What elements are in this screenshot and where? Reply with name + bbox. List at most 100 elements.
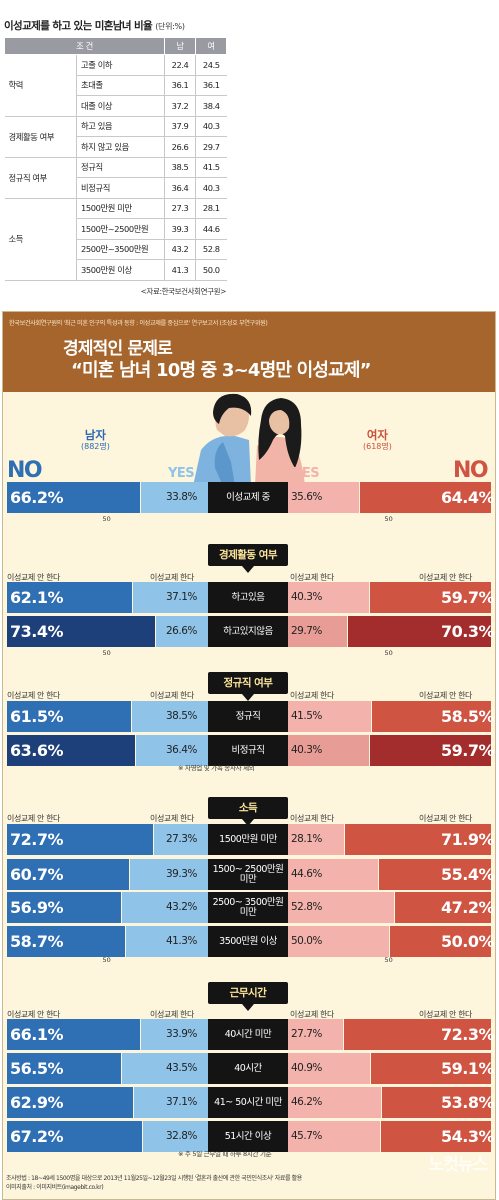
female-no-value: 58.5%: [441, 707, 495, 726]
male-no-bar: [7, 1053, 121, 1084]
footer-credit: 이미지출처 : 이미지비트(imagebit.co.kr): [6, 1184, 104, 1191]
male-yes-bar: [155, 616, 208, 647]
infographic: 한국보건사회연구원의 '최근 미혼 인구의 특성과 동향 : 이성교제를 중심으…: [2, 311, 496, 1200]
female-yes-caption: 이성교제 한다: [290, 814, 334, 823]
female-yes-bar: [288, 926, 389, 957]
axis-tick-50: 50: [384, 515, 393, 523]
table-row: 비정규직 36.4 40.3: [5, 177, 227, 199]
condition-cell: 1500만원 미만: [76, 197, 165, 219]
axis-tick-50: 50: [384, 649, 393, 657]
male-no-caption: 이성교제 안 한다: [7, 573, 61, 582]
male-no-bar: [7, 1019, 140, 1050]
female-no-caption: 이성교제 안 한다: [419, 1010, 473, 1019]
male-no-value: 62.9%: [10, 1093, 64, 1112]
male-no-bar: [7, 824, 154, 855]
male-header: 남자 (882명): [81, 429, 110, 453]
banner-source: 한국보건사회연구원의 '최근 미혼 인구의 특성과 동향 : 이성교제를 중심으…: [9, 320, 268, 327]
female-yes-bar: [288, 1121, 380, 1152]
condition-cell: 하지 않고 있음: [76, 136, 165, 158]
male-no-value: 66.1%: [10, 1025, 64, 1044]
female-yes-bar: [288, 482, 360, 513]
category-label: 3500만원 이상: [208, 926, 288, 957]
category-label: 하고있음: [208, 582, 288, 613]
male-no-bar: [7, 701, 131, 732]
male-yes-bar: [140, 1019, 208, 1050]
female-no-bar: [345, 824, 491, 855]
axis-tick-50: 50: [102, 956, 111, 964]
male-yes-value: 41.3%: [166, 935, 197, 947]
male-yes-bar: [132, 582, 208, 613]
male-no-caption: 이성교제 안 한다: [7, 814, 61, 823]
male-yes-bar: [141, 482, 208, 513]
category-label: 51시간 이상: [208, 1121, 288, 1152]
female-yes-caption: 이성교제 한다: [290, 573, 334, 582]
male-no-value: 73.4%: [10, 622, 64, 641]
female-value-cell: 36.1: [195, 74, 227, 96]
male-yes-bar: [130, 859, 208, 890]
female-yes-bar: [288, 582, 369, 613]
section-title: 경제활동 여부: [208, 544, 288, 573]
banner-title-line2: “미혼 남녀 10명 중 3~4명만 이성교제”: [71, 360, 372, 381]
female-no-value: 50.0%: [441, 932, 495, 951]
table-source: <자료:한국보건사회연구원>: [140, 286, 227, 296]
female-no-value: 54.3%: [441, 1127, 495, 1146]
male-value-cell: 37.2: [164, 95, 196, 117]
female-no-bar: [395, 892, 491, 923]
female-no-bar: [372, 701, 491, 732]
female-yes-value: 50.0%: [291, 935, 322, 947]
female-no-value: 55.4%: [441, 865, 495, 884]
header-condition: 조 건: [4, 37, 165, 55]
male-count: (882명): [81, 442, 110, 451]
female-yes-value: 41.5%: [291, 710, 322, 722]
table-row: 2500만~3500만원 43.2 52.8: [5, 238, 227, 260]
male-yes-value: 39.3%: [166, 868, 197, 880]
female-yes-value: 40.3%: [291, 744, 322, 756]
male-yes-bar: [134, 1087, 208, 1118]
female-yes-bar: [288, 824, 345, 855]
female-no-bar: [380, 1121, 491, 1152]
male-yes-caption: 이성교제 한다: [150, 573, 194, 582]
female-yes-value: 45.7%: [291, 1130, 322, 1142]
male-label: 남자: [84, 428, 107, 442]
female-yes-bar: [288, 701, 372, 732]
male-no-bar: [7, 482, 141, 513]
male-no-value: 72.7%: [10, 830, 64, 849]
female-no-value: 53.8%: [441, 1093, 495, 1112]
male-no-value: 62.1%: [10, 588, 64, 607]
female-yes-caption: 이성교제 한다: [290, 1010, 334, 1019]
male-no-bar: [7, 892, 122, 923]
female-no-caption: 이성교제 안 한다: [419, 573, 473, 582]
female-no-value: 59.7%: [441, 588, 495, 607]
woman-figure: [255, 398, 305, 486]
female-no-value: 59.7%: [441, 741, 495, 760]
category-label: 비정규직: [208, 735, 288, 766]
table-header-row: 조 건 남 여: [4, 37, 227, 55]
condition-cell: 고졸 이하: [76, 54, 165, 76]
category-label: 2500~ 3500만원 미만: [208, 892, 288, 923]
female-value-cell: 28.1: [195, 197, 227, 219]
male-no-value: 61.5%: [10, 707, 64, 726]
male-no-label: NO: [7, 458, 43, 483]
male-no-value: 66.2%: [10, 488, 64, 507]
female-no-bar: [360, 482, 491, 513]
female-no-value: 47.2%: [441, 898, 495, 917]
female-value-cell: 40.3: [195, 115, 227, 137]
female-no-bar: [378, 859, 491, 890]
female-yes-value: 46.2%: [291, 1096, 322, 1108]
category-label: 하고있지않음: [208, 616, 288, 647]
banner-title-line1: 경제적인 문제로: [63, 339, 173, 359]
data-table: 조 건 남 여 학력 고졸 이하 22.4 24.5 초대졸 36.1 36.1 대졸 이상 3…: [4, 37, 227, 281]
female-no-value: 59.1%: [441, 1059, 495, 1078]
female-yes-value: 28.1%: [291, 833, 322, 845]
category-label: 40시간 미만: [208, 1019, 288, 1050]
table-row: 소득 1500만원 미만 27.3 28.1: [4, 197, 227, 281]
category-label: 정규직: [208, 701, 288, 732]
table-row: 초대졸 36.1 36.1: [5, 74, 227, 96]
axis-tick-50: 50: [102, 515, 111, 523]
male-yes-label: YES: [168, 466, 195, 481]
male-yes-value: 32.8%: [166, 1130, 197, 1142]
male-no-bar: [7, 859, 129, 890]
female-no-bar: [344, 1019, 491, 1050]
male-no-caption: 이성교제 안 한다: [7, 1010, 61, 1019]
female-no-value: 72.3%: [441, 1025, 495, 1044]
